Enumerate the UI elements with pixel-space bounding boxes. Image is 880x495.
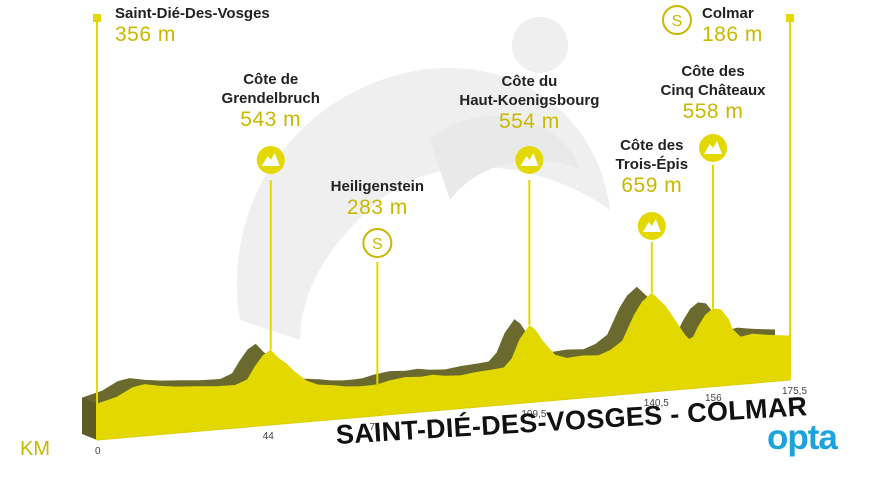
place-name: Saint-Dié-Des-Vosges (115, 5, 270, 22)
finish-sprint-icon (662, 5, 692, 35)
km-tick-label: 175,5 (782, 386, 808, 397)
mountain-icon (704, 141, 722, 154)
place-label-finish: Colmar 186 m (702, 4, 763, 47)
place-altitude: 283 m (346, 196, 408, 219)
km-tick-label: 140,5 (643, 397, 669, 409)
place-label-haut-koenigsbourg: Côte du Haut-Koenigsbourg 554 m (439, 72, 619, 134)
start-flag-icon (93, 14, 101, 22)
km-tick-label: 71 (369, 421, 381, 433)
watermark-shape (430, 116, 580, 200)
mountain-icon (520, 153, 539, 166)
place-name: Haut-Koenigsbourg (459, 92, 600, 109)
place-altitude: 186 m (702, 23, 763, 46)
place-name: Côte des (620, 137, 684, 154)
place-name: Cinq Châteaux (660, 82, 766, 99)
profile-side-face (82, 397, 97, 440)
place-altitude: 554 m (498, 110, 560, 133)
place-name: Colmar (702, 5, 754, 22)
place-altitude: 558 m (682, 100, 744, 123)
sprint-icon-letter: S (372, 236, 383, 253)
axis-label-km: KM (20, 438, 50, 460)
place-name: Côte des (681, 63, 745, 80)
brand-logo: opta (767, 418, 838, 457)
km-tick-label: 0 (95, 446, 101, 457)
place-name: Côte de (243, 71, 299, 88)
place-altitude: 543 m (240, 108, 302, 131)
finish-sprint-icon (786, 14, 794, 22)
km-tick-label: 156 (705, 392, 722, 404)
place-name: Grendelbruch (221, 90, 320, 107)
watermark-shape (512, 17, 568, 73)
place-name: Trois-Épis (615, 156, 689, 173)
place-label-cinq-chateaux: Côte des Cinq Châteaux 558 m (623, 62, 803, 124)
place-altitude: 659 m (621, 174, 683, 197)
mountain-icon (642, 219, 661, 232)
place-label-trois-epis: Côte des Trois-Épis 659 m (562, 136, 742, 198)
place-name: Côte du (501, 73, 558, 90)
place-label-start: Saint-Dié-Des-Vosges 356 m (115, 4, 270, 47)
km-tick-label: 109,5 (521, 408, 547, 420)
place-label-grendelbruch: Côte de Grendelbruch 543 m (181, 70, 361, 132)
sprint-icon (362, 228, 393, 258)
place-altitude: 356 m (115, 23, 176, 46)
finish-sprint-letter: S (672, 13, 683, 30)
km-tick-label: 44 (262, 430, 274, 442)
profile-baseline (96, 379, 791, 441)
place-label-heiligenstein: Heiligenstein 283 m (287, 177, 467, 220)
place-name: Heiligenstein (330, 178, 425, 195)
profile-area-series (97, 292, 790, 440)
mountain-icon (261, 153, 280, 166)
